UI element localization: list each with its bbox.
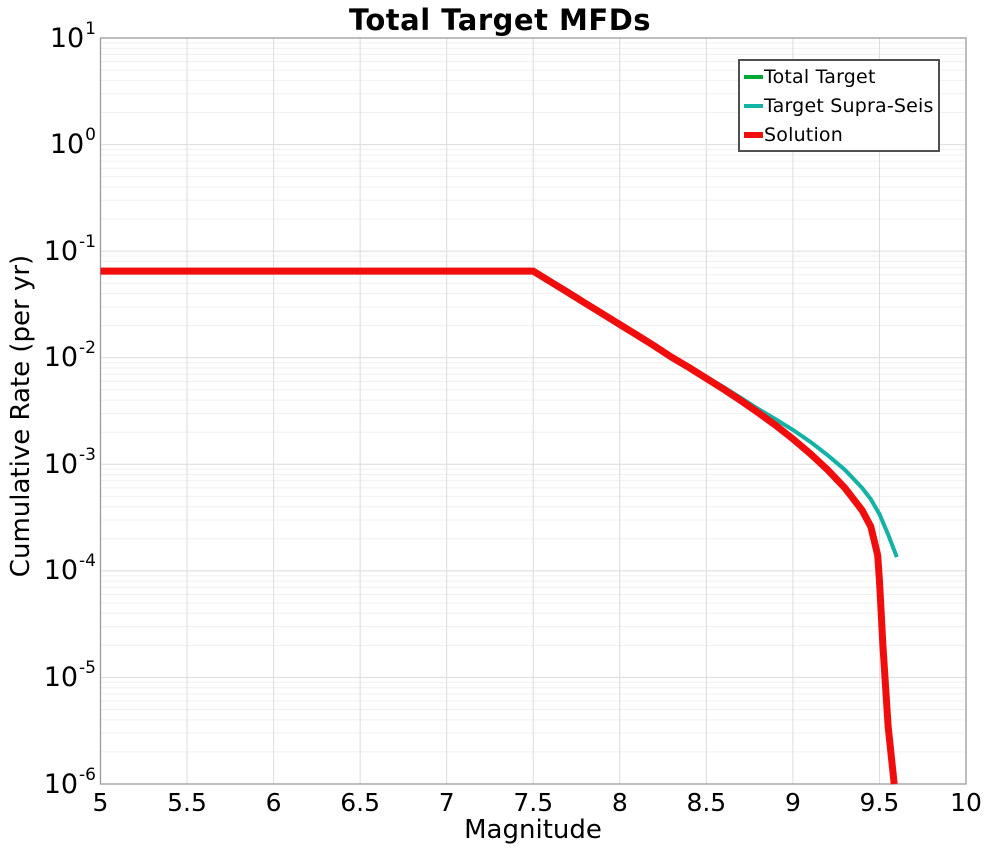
legend: Total Target Target Supra-Seis Solution [738,59,940,152]
y-tick-label: 10 -2 [43,338,96,374]
series-line-total-target [100,269,899,558]
series-line-solution [100,267,898,785]
x-tick-label: 9.5 [859,788,900,817]
chart-title: Total Target MFDs [348,3,652,37]
legend-line-swatch [744,103,763,108]
legend-label: Target Supra-Seis [764,94,934,117]
x-axis-title: Magnitude [464,815,602,845]
legend-line-swatch [744,131,763,138]
y-tick-label: 10 -6 [43,764,96,800]
x-tick-label: 9 [784,788,801,817]
series-line-target-supra-seis [100,269,899,558]
x-tick-label: 7 [438,788,455,817]
legend-label: Solution [764,123,844,146]
y-tick-label: 10 -4 [43,551,96,587]
x-tick-label: 7.5 [513,788,554,817]
y-tick-label: 10 -5 [43,657,96,693]
x-tick-label: 8.5 [686,788,727,817]
y-tick-label: 10 -1 [43,231,96,267]
x-tick-label: 5.5 [167,788,207,817]
x-tick-label: 6 [265,788,282,817]
x-tick-label: 10 [950,788,982,817]
plot-frame [99,37,967,785]
x-tick-label: 5 [92,788,109,817]
legend-item-target-supra-seis: Target Supra-Seis [744,91,938,120]
y-tick-label: 10 -3 [43,444,96,480]
x-tick-label: 8 [611,788,628,817]
y-tick-label: 10 0 [49,125,96,161]
legend-item-solution: Solution [744,120,938,149]
legend-label: Total Target [764,65,876,88]
y-tick-label: 10 1 [49,18,96,54]
legend-line-swatch [744,74,763,79]
x-tick-label: 6.5 [340,788,381,817]
legend-item-total-target: Total Target [744,62,938,91]
